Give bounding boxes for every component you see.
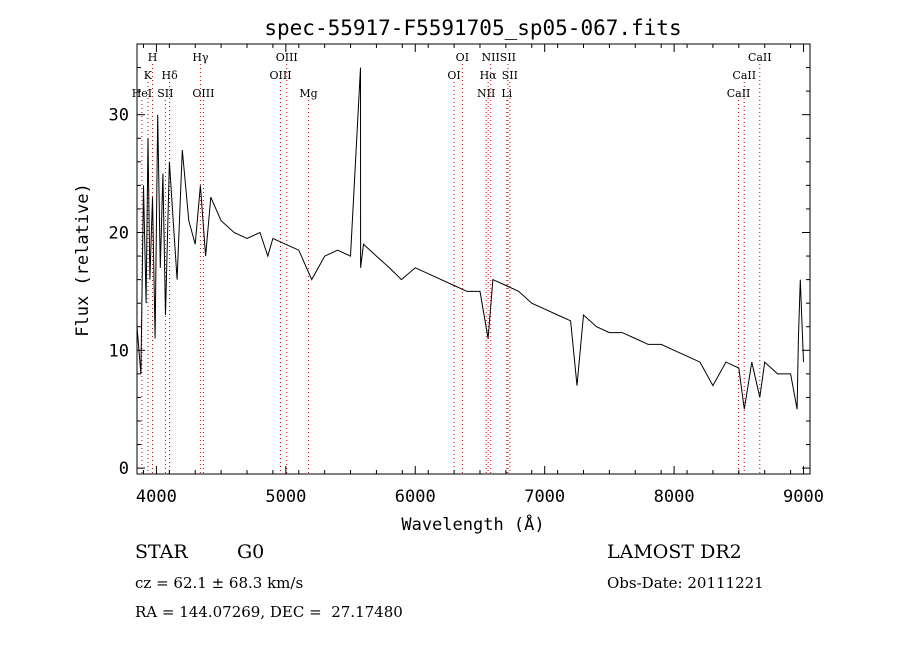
x-tick-label-2: 6000 [395, 487, 436, 507]
line-label-18: CaII [748, 51, 772, 64]
plot-frame [136, 43, 811, 475]
line-label-19: CaII [732, 69, 756, 82]
y-tick-label-3: 30 [109, 106, 129, 126]
line-label-16: NII [477, 87, 495, 100]
line-label-14: Hα [480, 69, 498, 82]
line-label-3: Hδ [162, 69, 179, 82]
x-tick-label-0: 4000 [136, 487, 177, 507]
y-tick-label-1: 10 [109, 341, 129, 361]
observation-date: Obs-Date: 20111221 [607, 574, 764, 592]
line-label-20: CaII [727, 87, 751, 100]
redshift-velocity: cz = 62.1 ± 68.3 km/s [135, 574, 304, 592]
x-tick-label-3: 7000 [524, 487, 565, 507]
y-axis: 0 10 20 30 [109, 67, 810, 479]
line-label-17: Li [501, 87, 512, 100]
line-label-1: K [144, 69, 153, 82]
line-label-11: OI [447, 69, 460, 82]
line-label-6: OIII [192, 87, 214, 100]
subclass: G0 [237, 541, 265, 563]
line-label-13: SII [500, 51, 516, 64]
line-label-7: OIII [276, 51, 298, 64]
y-axis-label: Flux (relative) [73, 183, 93, 337]
survey-name: LAMOST DR2 [607, 541, 742, 563]
x-axis: 4000 5000 6000 7000 8000 9000 [136, 44, 824, 507]
line-label-10: OI [456, 51, 469, 64]
line-label-9: Mg [299, 87, 317, 100]
y-tick-label-2: 20 [109, 223, 129, 243]
spectrum-series [136, 67, 804, 410]
chart-title: spec-55917-F5591705_sp05-067.fits [264, 16, 681, 40]
coordinates: RA = 144.07269, DEC = 27.17480 [135, 603, 403, 621]
line-label-0: H [148, 51, 158, 64]
x-axis-label: Wavelength (Å) [401, 513, 544, 535]
spectrum-line [136, 67, 804, 410]
y-tick-label-0: 0 [119, 459, 129, 479]
line-label-12: NII [482, 51, 500, 64]
x-tick-label-5: 9000 [783, 487, 824, 507]
x-tick-label-4: 8000 [654, 487, 695, 507]
line-label-15: SII [502, 69, 518, 82]
x-tick-label-1: 5000 [265, 487, 306, 507]
line-label-5: Hγ [192, 51, 209, 64]
object-class: STAR [135, 541, 188, 563]
line-label-2: HeI [132, 87, 152, 100]
line-label-4: SII [157, 87, 173, 100]
line-label-8: OIII [269, 69, 291, 82]
